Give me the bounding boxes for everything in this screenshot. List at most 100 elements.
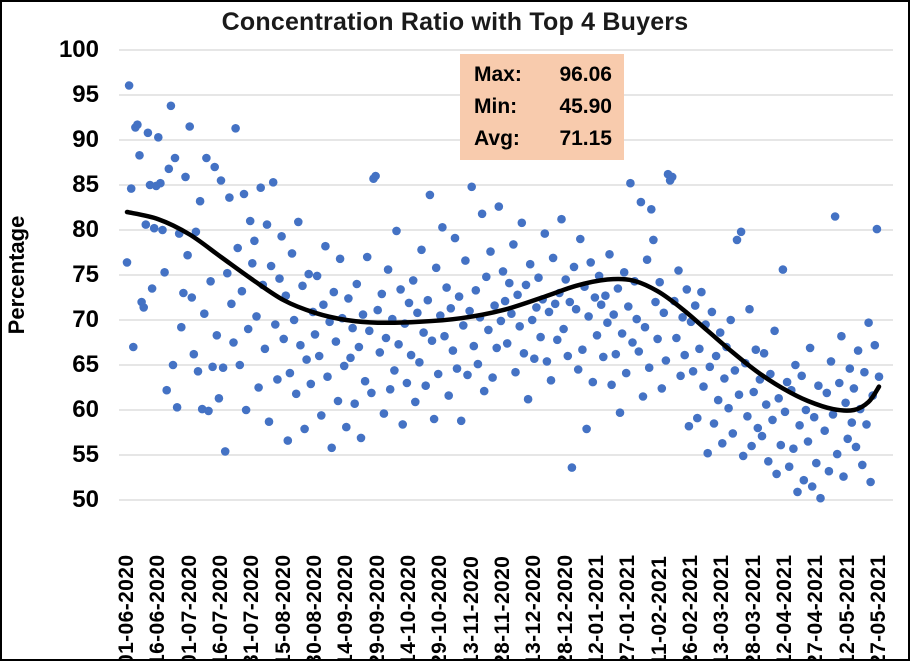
scatter-point: [801, 405, 811, 415]
x-tick-label: 29-09-2020: [365, 554, 389, 661]
scatter-point: [513, 290, 522, 300]
scatter-point: [452, 364, 462, 373]
scatter-point: [220, 447, 230, 456]
scatter-point: [563, 351, 573, 361]
scatter-point: [847, 418, 857, 427]
stats-max-value: 96.06: [559, 63, 612, 86]
scatter-point: [820, 426, 829, 436]
scatter-point: [749, 387, 758, 397]
scatter-point: [678, 313, 687, 322]
x-tick-label: 28-11-2020: [491, 555, 514, 661]
scatter-point: [640, 322, 650, 332]
stats-row-min: Min: 45.90: [474, 93, 612, 121]
scatter-point: [851, 442, 861, 452]
scatter-point: [734, 390, 744, 400]
scatter-point: [296, 340, 305, 350]
scatter-point: [402, 378, 412, 388]
scatter-point: [189, 349, 199, 359]
scatter-point: [590, 293, 600, 302]
scatter-point: [835, 378, 844, 388]
scatter-point: [260, 344, 270, 354]
scatter-point: [705, 362, 715, 372]
scatter-point: [843, 434, 852, 444]
scatter-point: [271, 320, 280, 329]
scatter-point: [469, 341, 479, 351]
scatter-point: [298, 281, 307, 291]
scatter-point: [713, 395, 723, 405]
scatter-point: [751, 345, 761, 355]
scatter-point: [206, 277, 215, 286]
scatter-point: [757, 431, 767, 441]
scatter-point: [793, 487, 802, 497]
scatter-point: [736, 227, 746, 237]
scatter-point: [582, 424, 591, 434]
scatter-point: [743, 412, 752, 421]
scatter-point: [325, 317, 334, 327]
scatter-point: [465, 306, 474, 316]
scatter-point: [544, 307, 554, 317]
x-tick-label: 28-03-2021: [741, 554, 765, 661]
stats-row-avg: Avg: 71.15: [474, 125, 612, 153]
scatter-point: [124, 81, 134, 90]
x-tick-label: 27-01-2021: [616, 554, 640, 661]
y-tick-label: 85: [72, 171, 99, 198]
scatter-point: [454, 292, 464, 301]
scatter-point: [287, 249, 297, 258]
scatter-point: [718, 439, 727, 448]
scatter-point: [413, 308, 422, 318]
scatter-point: [505, 278, 514, 288]
scatter-point: [471, 286, 481, 295]
scatter-point: [279, 334, 289, 344]
scatter-point: [724, 403, 733, 413]
scatter-point: [390, 366, 399, 375]
scatter-point: [306, 379, 316, 389]
scatter-point: [158, 225, 167, 235]
scatter-point: [243, 324, 253, 334]
scatter-point: [588, 377, 598, 387]
scatter-point: [383, 265, 393, 274]
scatter-point: [375, 348, 385, 357]
scatter-point: [233, 243, 242, 253]
scatter-point: [766, 369, 775, 379]
scatter-point: [576, 234, 585, 244]
scatter-point: [273, 375, 282, 384]
stats-avg-value: 71.15: [559, 127, 612, 150]
scatter-point: [356, 433, 366, 443]
x-tick-label: 12-05-2021: [835, 554, 859, 661]
scatter-point: [179, 288, 188, 298]
scatter-point: [797, 371, 806, 381]
scatter-point: [822, 388, 832, 398]
scatter-point: [546, 376, 556, 385]
scatter-point: [540, 229, 550, 238]
scatter-point: [283, 436, 293, 445]
scatter-point: [122, 258, 132, 267]
scatter-point: [486, 247, 495, 256]
scatter-point: [693, 413, 702, 423]
scatter-point: [494, 202, 504, 211]
scatter-point: [661, 356, 671, 365]
scatter-point: [408, 276, 418, 285]
x-tick-label: 14-09-2020: [334, 554, 358, 661]
scatter-point: [348, 323, 357, 333]
scatter-point: [860, 367, 869, 377]
scatter-point: [826, 357, 836, 366]
scatter-point: [628, 338, 637, 347]
scatter-point: [344, 294, 353, 303]
scatter-point: [780, 407, 790, 417]
scatter-point: [651, 297, 660, 307]
scatter-point: [448, 346, 458, 355]
y-tick-label: 95: [72, 81, 99, 108]
scatter-point: [212, 331, 222, 340]
scatter-point: [517, 218, 527, 228]
scatter-point: [858, 460, 867, 470]
scatter-point: [805, 343, 815, 353]
scatter-point: [812, 458, 821, 468]
scatter-point: [866, 477, 875, 487]
scatter-point: [624, 302, 633, 311]
scatter-point: [479, 386, 489, 396]
scatter-point: [135, 151, 144, 160]
scatter-point: [321, 241, 330, 251]
scatter-point: [275, 274, 284, 283]
scatter-point: [782, 377, 792, 387]
